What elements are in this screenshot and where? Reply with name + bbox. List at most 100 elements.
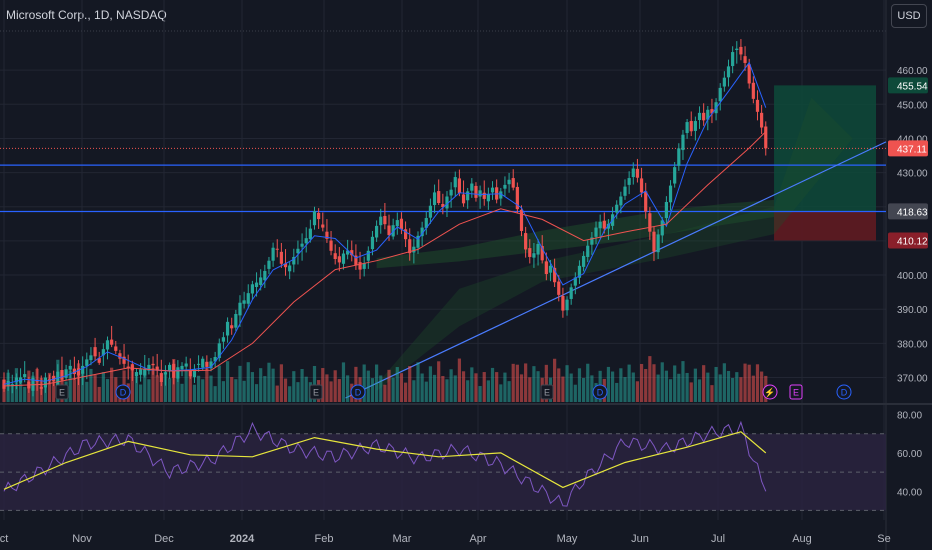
candle-body: [192, 368, 197, 378]
candle-body: [635, 168, 640, 178]
volume-bar: [72, 378, 76, 402]
event-marker-dividend[interactable]: D: [350, 384, 366, 400]
candle-body: [540, 246, 544, 261]
event-marker-earnings[interactable]: E: [309, 384, 323, 400]
time-tick-label: Jun: [631, 533, 649, 545]
volume-bar: [23, 387, 27, 402]
candle-body: [623, 186, 627, 196]
candle-body: [499, 191, 503, 199]
volume-bar: [391, 377, 395, 402]
event-box: [309, 384, 323, 400]
price-axis: 370.00380.00390.00400.00410.00420.00430.…: [888, 66, 928, 385]
event-markers[interactable]: E D E D E D ⚡ E D: [55, 384, 852, 400]
price-label-box: [888, 232, 928, 249]
candle-body: [271, 247, 275, 261]
candle-body: [312, 211, 317, 226]
volume-bar: [743, 363, 747, 402]
candle-body: [519, 209, 524, 232]
volume-bar: [333, 370, 337, 402]
volume-bar: [412, 380, 416, 402]
volume-bar: [557, 368, 561, 402]
candle-body: [209, 361, 213, 369]
price-label-box: [888, 77, 928, 94]
candle-body: [590, 237, 594, 245]
candle-body: [263, 270, 267, 281]
volume-bar: [89, 368, 93, 402]
candle-body: [490, 187, 495, 193]
candle-body: [652, 231, 656, 252]
time-tick-label: Apr: [469, 533, 486, 545]
volume-bar: [673, 365, 677, 402]
volume-bar: [466, 380, 470, 402]
candle-body: [155, 366, 159, 371]
candle-body: [379, 216, 383, 226]
candle-body: [275, 248, 279, 250]
volume-bar: [710, 385, 714, 402]
volume-bar: [722, 363, 726, 402]
candle-body: [495, 187, 499, 200]
candle-body: [726, 66, 731, 78]
price-tick-label: 370.00: [897, 374, 928, 385]
chart-title: Microsoft Corp., 1D, NASDAQ: [6, 8, 167, 22]
candle-body: [366, 250, 370, 261]
time-tick-label: 2024: [230, 533, 255, 545]
volume-bar: [346, 375, 350, 402]
candle-body: [569, 287, 573, 299]
volume-bar: [685, 372, 689, 402]
volume-bar: [114, 377, 118, 402]
candle-body: [437, 191, 441, 203]
candle-body: [677, 148, 681, 166]
candle-body: [697, 112, 702, 121]
candle-body: [283, 263, 288, 268]
candle-body: [644, 191, 648, 212]
volume-bar: [490, 367, 495, 402]
candle-body: [470, 183, 474, 191]
candle-body: [250, 284, 254, 294]
volume-bar: [681, 361, 685, 402]
event-marker-dividend[interactable]: D: [115, 384, 131, 400]
event-marker-split[interactable]: ⚡: [762, 384, 778, 400]
candle-body: [739, 46, 743, 55]
event-marker-earnings[interactable]: E: [55, 384, 69, 400]
candle-body: [751, 82, 755, 99]
rsi-tick-label: 60.00: [897, 449, 922, 460]
candle-body: [134, 372, 139, 377]
candle-body: [693, 121, 697, 131]
volume-bar: [408, 365, 412, 402]
candle-body: [445, 196, 449, 209]
volume-bar: [52, 379, 56, 402]
volume-bar: [242, 380, 246, 402]
candle-body: [615, 204, 619, 213]
candle-body: [362, 263, 366, 269]
currency-button[interactable]: USD: [891, 4, 927, 28]
event-marker-earnings[interactable]: E: [540, 384, 554, 400]
candle-body: [639, 178, 644, 193]
candle-body: [267, 260, 271, 269]
event-marker-dividend[interactable]: D: [836, 384, 852, 400]
candle-body: [573, 277, 577, 286]
candle-body: [196, 363, 201, 365]
event-marker-dividend[interactable]: D: [592, 384, 608, 400]
long-stop-zone: [774, 211, 876, 241]
volume-bar: [168, 378, 172, 402]
candle-body: [515, 186, 519, 210]
volume-bar: [362, 364, 366, 402]
candle-body: [89, 355, 93, 361]
candle-body: [561, 295, 565, 311]
candle-body: [474, 185, 478, 198]
volume-bar: [590, 375, 594, 402]
volume-bar: [296, 382, 300, 402]
volume-bar: [110, 367, 114, 402]
volume-bar: [337, 379, 341, 402]
event-marker-earnings[interactable]: E: [789, 384, 803, 400]
volume-bar: [577, 368, 582, 402]
candle-body: [656, 234, 660, 253]
candle-body: [420, 227, 424, 237]
event-letter: D: [597, 388, 604, 398]
time-tick-label: May: [557, 533, 578, 545]
volume-bar: [507, 381, 511, 402]
candle-body: [93, 347, 97, 357]
candle-body: [279, 251, 283, 264]
candle-body: [64, 369, 68, 378]
